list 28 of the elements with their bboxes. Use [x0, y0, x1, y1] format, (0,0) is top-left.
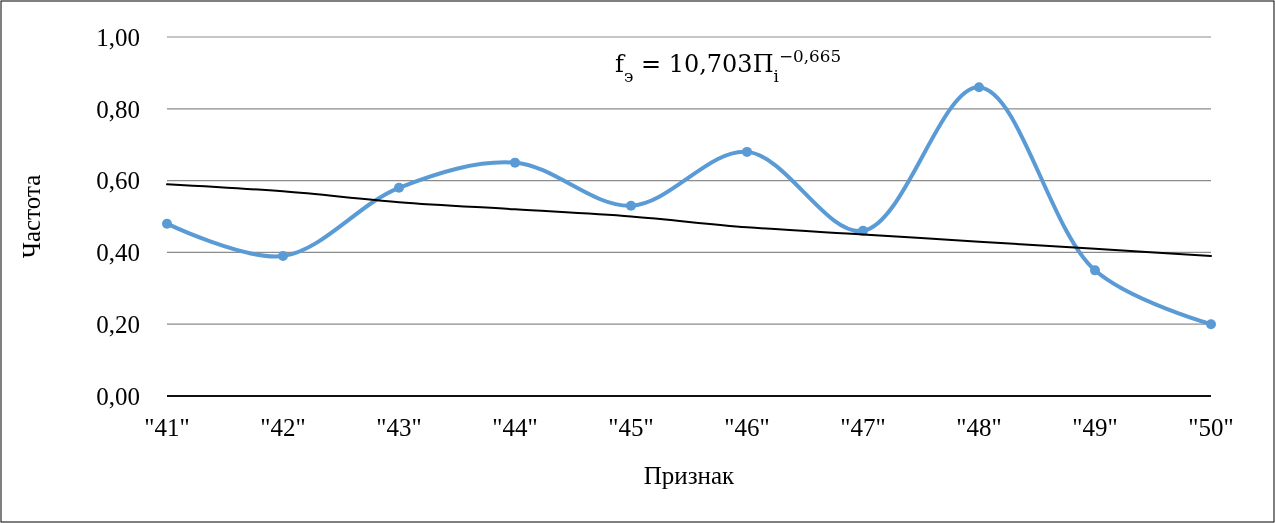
- point: [742, 146, 752, 157]
- x-tick-label: "45": [608, 414, 654, 441]
- x-tick-label: "42": [260, 414, 306, 441]
- point: [162, 218, 172, 229]
- x-axis-title: Признак: [643, 462, 736, 489]
- x-tick-label: "50": [1188, 414, 1234, 441]
- point: [278, 250, 288, 261]
- line-series: [166, 183, 1212, 257]
- point: [1090, 265, 1100, 276]
- point: [626, 200, 636, 211]
- y-axis-title: Частота: [18, 174, 45, 259]
- x-tick-label: "47": [840, 414, 886, 441]
- x-tick-label: "48": [956, 414, 1002, 441]
- x-tick-label: "44": [492, 414, 538, 441]
- y-tick-label: 0,60: [96, 167, 140, 195]
- point: [974, 82, 984, 93]
- y-tick-label: 0,20: [96, 310, 140, 338]
- y-tick-label: 0,00: [96, 382, 140, 410]
- x-tick-label: "49": [1072, 414, 1118, 441]
- y-tick-label: 0,80: [96, 95, 140, 123]
- x-tick-label: "43": [376, 414, 422, 441]
- y-tick-label: 1,00: [96, 23, 140, 51]
- y-tick-label: 0,40: [96, 239, 140, 267]
- x-tick-label: "46": [724, 414, 770, 441]
- point: [394, 182, 404, 193]
- point: [1206, 319, 1216, 330]
- x-tick-label: "41": [144, 414, 190, 441]
- point: [510, 157, 520, 168]
